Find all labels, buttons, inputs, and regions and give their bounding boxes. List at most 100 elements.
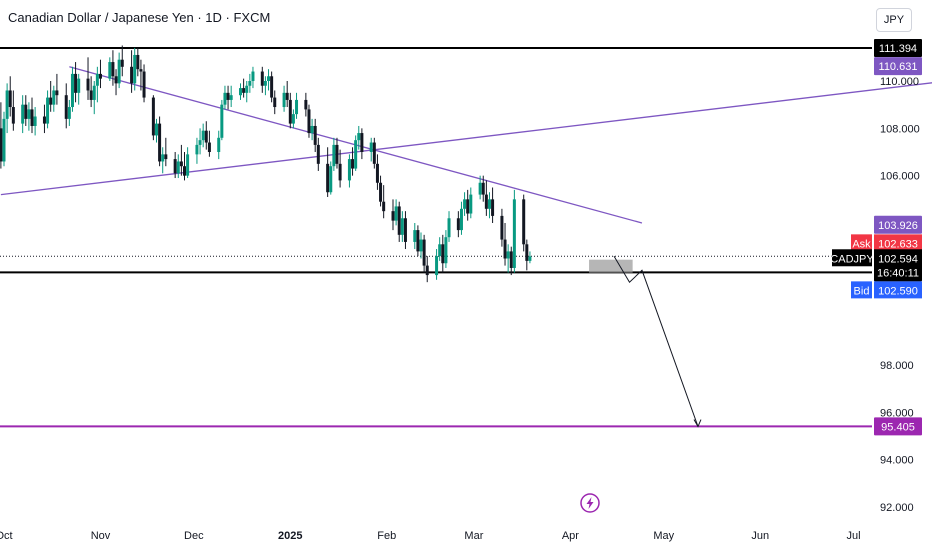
lightning-icon[interactable]	[580, 493, 600, 513]
time-tick-label: May	[653, 530, 674, 542]
time-tick-label: Nov	[91, 530, 111, 542]
candle-body	[397, 206, 401, 235]
trendline-ascending	[0, 82, 932, 196]
bid-price-bg	[874, 281, 922, 299]
candle-body	[307, 109, 311, 134]
candle-body	[248, 81, 252, 86]
candle-body	[466, 199, 470, 214]
currency-button[interactable]: JPY	[876, 8, 912, 32]
candle-body	[288, 99, 292, 124]
candle-body	[313, 125, 317, 145]
candle-body	[70, 73, 74, 108]
bid-price: 102.590	[878, 285, 918, 297]
price-tick-label: 96.000	[880, 407, 914, 419]
time-axis[interactable]: Oct Nov Dec 2025 Feb Mar Apr May Jun Jul	[0, 530, 861, 542]
candle-body	[42, 116, 46, 124]
candle-body	[338, 163, 342, 181]
candle-body	[500, 215, 504, 240]
candle-body	[335, 144, 339, 164]
symbol-label: CADJPY	[830, 253, 874, 265]
candle-body	[329, 166, 333, 193]
candle-body	[161, 154, 165, 162]
candle-body	[285, 92, 289, 100]
candle-body	[67, 107, 71, 119]
ask-price-bg	[874, 234, 922, 252]
candle-body	[304, 99, 308, 110]
candle-body	[195, 144, 199, 155]
candle-body	[77, 78, 81, 93]
price-axis[interactable]: 110.000 108.000 106.000 98.000 96.000 94.000 9…	[880, 76, 920, 514]
candle-body	[491, 199, 495, 216]
candle-body	[260, 71, 264, 86]
candle-body	[179, 161, 183, 167]
candle-body	[46, 97, 50, 124]
candle-body	[379, 182, 383, 202]
candle-body	[332, 144, 336, 167]
price-tick-label: 110.000	[880, 76, 919, 88]
candle-body	[242, 88, 246, 93]
candle-body	[372, 142, 376, 164]
candle-body	[151, 97, 155, 136]
price-tags: 111.394101.91295.405110.631103.926Ask102…	[830, 39, 922, 436]
symbol-label-bg	[832, 249, 872, 267]
candle-body	[86, 78, 90, 91]
candle-body	[463, 199, 467, 209]
price-tick-label: 94.000	[880, 455, 914, 467]
candle-body	[164, 154, 168, 160]
candle-body	[173, 159, 177, 174]
candle-body	[21, 104, 25, 124]
candle-body	[198, 140, 202, 145]
candle-body	[24, 104, 28, 119]
candle-body	[528, 256, 532, 261]
bid-label: Bid	[854, 285, 870, 297]
price-tick-label: 108.000	[880, 123, 920, 135]
price-tag: 103.926	[878, 220, 918, 232]
candle-body	[403, 218, 407, 242]
candle-body	[512, 199, 516, 268]
candle-body	[444, 237, 448, 264]
ask-label: Ask	[852, 238, 871, 250]
price-tag: 110.631	[879, 61, 918, 73]
candle-body	[456, 218, 460, 231]
projection-path	[613, 255, 702, 428]
candle-body	[133, 54, 137, 84]
candle-body	[226, 92, 230, 100]
candle-body	[142, 71, 146, 98]
time-tick-label: Oct	[0, 530, 13, 542]
candle-body	[267, 76, 271, 81]
candle-body	[204, 130, 208, 143]
candle-body	[291, 114, 295, 124]
candle-body	[30, 109, 34, 126]
projection-line	[613, 255, 699, 427]
candle-body	[282, 92, 286, 108]
candle-body	[375, 163, 379, 183]
candle-body	[400, 218, 404, 235]
candle-body	[478, 182, 482, 195]
candle-body	[469, 194, 473, 214]
candle-body	[229, 95, 233, 100]
candle-body	[487, 199, 491, 209]
candle-body	[111, 62, 115, 77]
candle-body	[273, 97, 277, 108]
candle-body	[441, 244, 445, 264]
candle-body	[220, 104, 224, 138]
ask-label-bg	[851, 234, 872, 252]
time-tick-label: Jun	[751, 530, 769, 542]
candle-body	[55, 90, 59, 96]
candle-body	[11, 107, 15, 124]
candle-body	[92, 85, 96, 100]
candle-body	[8, 90, 12, 108]
time-tick-label: Feb	[377, 530, 396, 542]
candle-body	[136, 54, 140, 70]
candle-body	[503, 239, 507, 259]
horizontal-levels	[0, 47, 872, 428]
candle-body	[130, 66, 134, 84]
candle-body	[394, 206, 398, 221]
candle-body	[0, 128, 3, 162]
candle-body	[114, 76, 118, 84]
candle-body	[369, 142, 373, 153]
candle-body	[438, 244, 442, 257]
time-tick-label: Dec	[184, 530, 204, 542]
candle-body	[176, 161, 180, 174]
